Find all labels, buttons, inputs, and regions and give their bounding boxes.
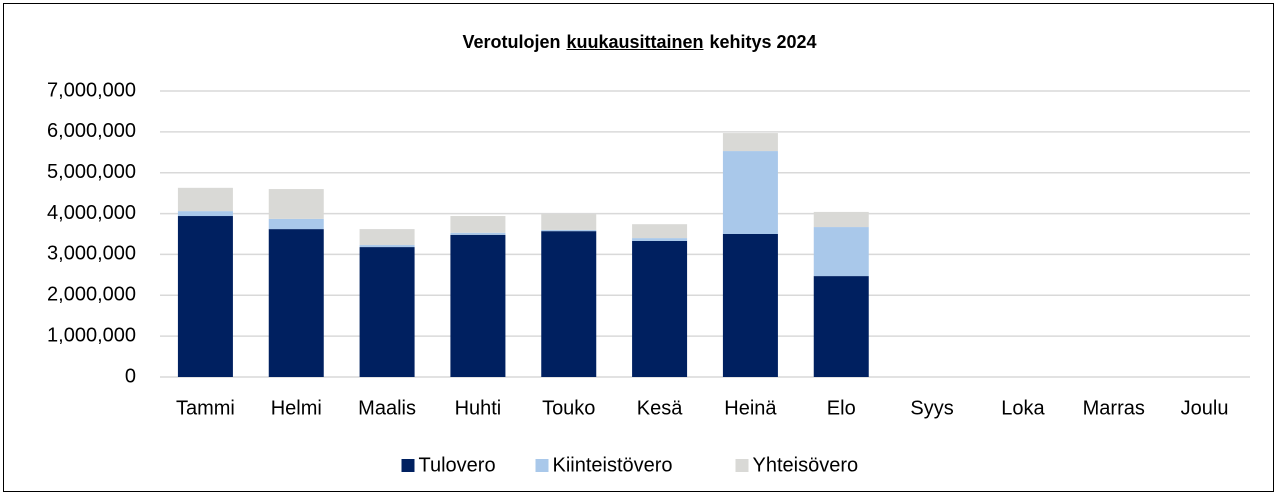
bar-segment bbox=[813, 227, 869, 277]
bar-segment bbox=[541, 231, 597, 377]
bar-segment bbox=[541, 213, 597, 230]
legend-label: Kiinteistövero bbox=[553, 454, 673, 476]
x-tick-label: Touko bbox=[542, 397, 595, 419]
bar-segment bbox=[359, 247, 415, 377]
bar-segment bbox=[450, 234, 506, 377]
bar-segment bbox=[722, 234, 778, 377]
bar-segment bbox=[632, 238, 688, 241]
bar-segment bbox=[722, 133, 778, 152]
y-tick-label: 6,000,000 bbox=[47, 120, 136, 142]
y-tick-label: 7,000,000 bbox=[47, 79, 136, 101]
bar-segment bbox=[268, 218, 324, 230]
y-tick-label: 3,000,000 bbox=[47, 243, 136, 265]
title-part: kuukausittainen bbox=[566, 32, 704, 52]
bar-segment bbox=[541, 229, 597, 232]
title-part: Verotulojen bbox=[462, 32, 561, 52]
bar-segment bbox=[632, 224, 688, 239]
x-tick-label: Kesä bbox=[637, 397, 683, 419]
y-tick-label: 0 bbox=[125, 365, 136, 387]
y-tick-label: 5,000,000 bbox=[47, 161, 136, 183]
bar-segment bbox=[722, 151, 778, 234]
legend-label: Yhteisövero bbox=[753, 454, 859, 476]
y-tick-label: 2,000,000 bbox=[47, 284, 136, 306]
bar-segment bbox=[177, 211, 233, 217]
legend-swatch bbox=[735, 459, 749, 472]
bar-segment bbox=[359, 229, 415, 246]
bar-segment bbox=[268, 189, 324, 219]
bar-segment bbox=[450, 216, 506, 233]
title-part: kehitys 2024 bbox=[709, 32, 817, 52]
x-tick-label: Helmi bbox=[271, 397, 322, 419]
x-tick-label: Marras bbox=[1083, 397, 1145, 419]
bar-segment bbox=[450, 232, 506, 235]
legend-swatch bbox=[401, 459, 415, 472]
x-tick-label: Elo bbox=[827, 397, 856, 419]
x-tick-label: Huhti bbox=[455, 397, 502, 419]
x-tick-label: Joulu bbox=[1181, 397, 1229, 419]
y-tick-label: 1,000,000 bbox=[47, 324, 136, 346]
x-tick-label: Tammi bbox=[176, 397, 235, 419]
bar-segment bbox=[177, 216, 233, 377]
y-tick-label: 4,000,000 bbox=[47, 202, 136, 224]
chart-frame bbox=[3, 3, 1274, 492]
x-tick-label: Syys bbox=[910, 397, 953, 419]
bar-segment bbox=[813, 276, 869, 377]
x-tick-label: Loka bbox=[1001, 397, 1045, 419]
bar-segment bbox=[813, 211, 869, 228]
legend-swatch bbox=[535, 459, 549, 472]
bar-segment bbox=[359, 245, 415, 248]
bar-segment bbox=[632, 240, 688, 377]
bar-segment bbox=[177, 187, 233, 212]
chart-title: Verotulojen kuukausittainen kehitys 2024 bbox=[0, 32, 1279, 53]
x-tick-label: Maalis bbox=[358, 397, 416, 419]
bar-segment bbox=[268, 229, 324, 377]
x-tick-label: Heinä bbox=[724, 397, 777, 419]
legend-label: Tulovero bbox=[419, 454, 496, 476]
